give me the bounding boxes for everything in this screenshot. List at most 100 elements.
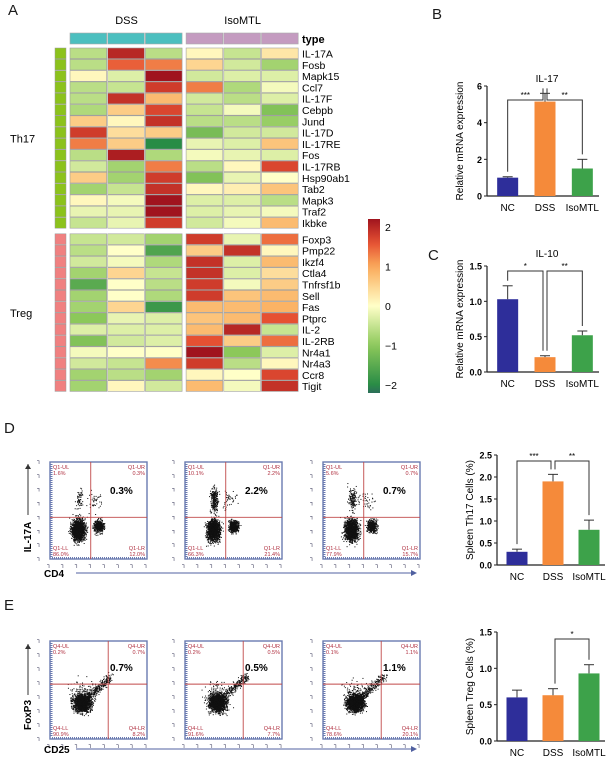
event-dot (79, 529, 81, 531)
bar (506, 551, 528, 565)
event-dot (213, 509, 215, 511)
significance-bracket (507, 88, 544, 172)
event-dot (220, 532, 222, 534)
event-dot (213, 502, 215, 504)
event-dot (95, 522, 97, 524)
event-dot (92, 499, 94, 501)
event-dot (71, 523, 73, 525)
event-dot (79, 520, 81, 522)
event-dot (216, 523, 218, 525)
event-dot (214, 497, 216, 499)
heatmap-cell (69, 323, 108, 336)
row-group-cell (54, 256, 67, 268)
event-dot (211, 539, 213, 541)
event-dot (98, 496, 100, 498)
event-dot (73, 530, 75, 532)
event-dot (83, 536, 85, 538)
event-dot (214, 525, 216, 527)
event-dot (209, 511, 211, 513)
row-group-cell (54, 217, 67, 229)
event-dot (81, 525, 83, 527)
event-dot (228, 520, 230, 522)
event-dot (212, 525, 214, 527)
event-dot (79, 537, 81, 539)
event-dot (213, 503, 215, 505)
event-dot (76, 518, 78, 520)
event-dot (78, 532, 80, 534)
row-group-cell (54, 323, 67, 336)
gene-label: Ccl7 (302, 82, 323, 94)
event-dot (79, 528, 81, 530)
event-dot (214, 503, 216, 505)
event-dot (219, 524, 221, 526)
event-dot (72, 531, 74, 533)
event-dot (77, 503, 79, 505)
event-dot (216, 535, 218, 537)
event-dot (79, 536, 81, 538)
event-dot (214, 541, 216, 543)
event-dot (82, 538, 84, 540)
event-dot (215, 496, 217, 498)
event-dot (95, 532, 97, 534)
event-dot (346, 541, 348, 543)
heatmap-cell (261, 172, 299, 184)
event-dot (92, 505, 94, 507)
event-dot (215, 504, 217, 506)
x-tick-glyph: ⅂ (89, 564, 92, 570)
event-dot (209, 523, 211, 525)
event-dot (87, 498, 89, 500)
chart-title: IL-10 (536, 249, 559, 260)
event-dot (211, 488, 213, 490)
event-dot (71, 527, 73, 529)
heatmap-cell (107, 312, 145, 324)
event-dot (96, 520, 98, 522)
event-dot (80, 504, 82, 506)
event-dot (221, 521, 223, 523)
heatmap-chart: DSS IsoMTLtypeIL-17AFosbMapk15Ccl7IL-17FC… (10, 15, 397, 393)
event-dot (101, 533, 103, 535)
event-dot (215, 494, 217, 496)
event-dot (73, 534, 75, 536)
event-dot (345, 525, 347, 527)
x-tick-glyph: ⅂ (362, 564, 365, 570)
quadrant-ll-name: Q1-LL (53, 546, 68, 552)
heatmap-cell (107, 289, 145, 302)
event-dot (75, 534, 77, 536)
event-dot (356, 533, 358, 535)
event-dot (80, 537, 82, 539)
event-dot (208, 528, 210, 530)
panel-label-b: B (432, 6, 443, 23)
event-dot (212, 538, 214, 540)
event-dot (72, 527, 74, 529)
event-dot (78, 493, 80, 495)
heatmap-cell (261, 126, 299, 139)
event-dot (79, 525, 81, 527)
event-dot (89, 494, 91, 496)
event-dot (219, 528, 221, 530)
event-dot (68, 532, 70, 534)
event-dot (219, 520, 221, 522)
heatmap-cell (145, 301, 183, 313)
heatmap-cell (69, 217, 108, 229)
event-dot (100, 523, 102, 525)
event-dot (238, 527, 240, 529)
event-dot (232, 498, 234, 500)
event-dot (214, 537, 216, 539)
event-dot (212, 530, 214, 532)
event-dot (82, 534, 84, 536)
event-dot (75, 542, 77, 544)
event-dot (211, 526, 213, 528)
event-dot (79, 527, 81, 529)
event-dot (352, 518, 354, 520)
event-dot (234, 496, 236, 498)
event-dot (233, 499, 235, 501)
event-dot (94, 526, 96, 528)
event-dot (217, 526, 219, 528)
flow-cytometry-th17: ⅂⅂⅂⅂⅂⅂⅂⅂⅂ ⅂ ⅂ ⅂ ⅂ ⅂ ⅂ ⅂Q1-UL1.6%Q1-UR0.3%Q1-LL8… (23, 460, 421, 580)
event-dot (213, 504, 215, 506)
event-dot (217, 500, 219, 502)
event-dot (99, 520, 101, 522)
heatmap-cell (223, 183, 261, 195)
heatmap-cell (145, 256, 183, 268)
event-dot (77, 532, 79, 534)
